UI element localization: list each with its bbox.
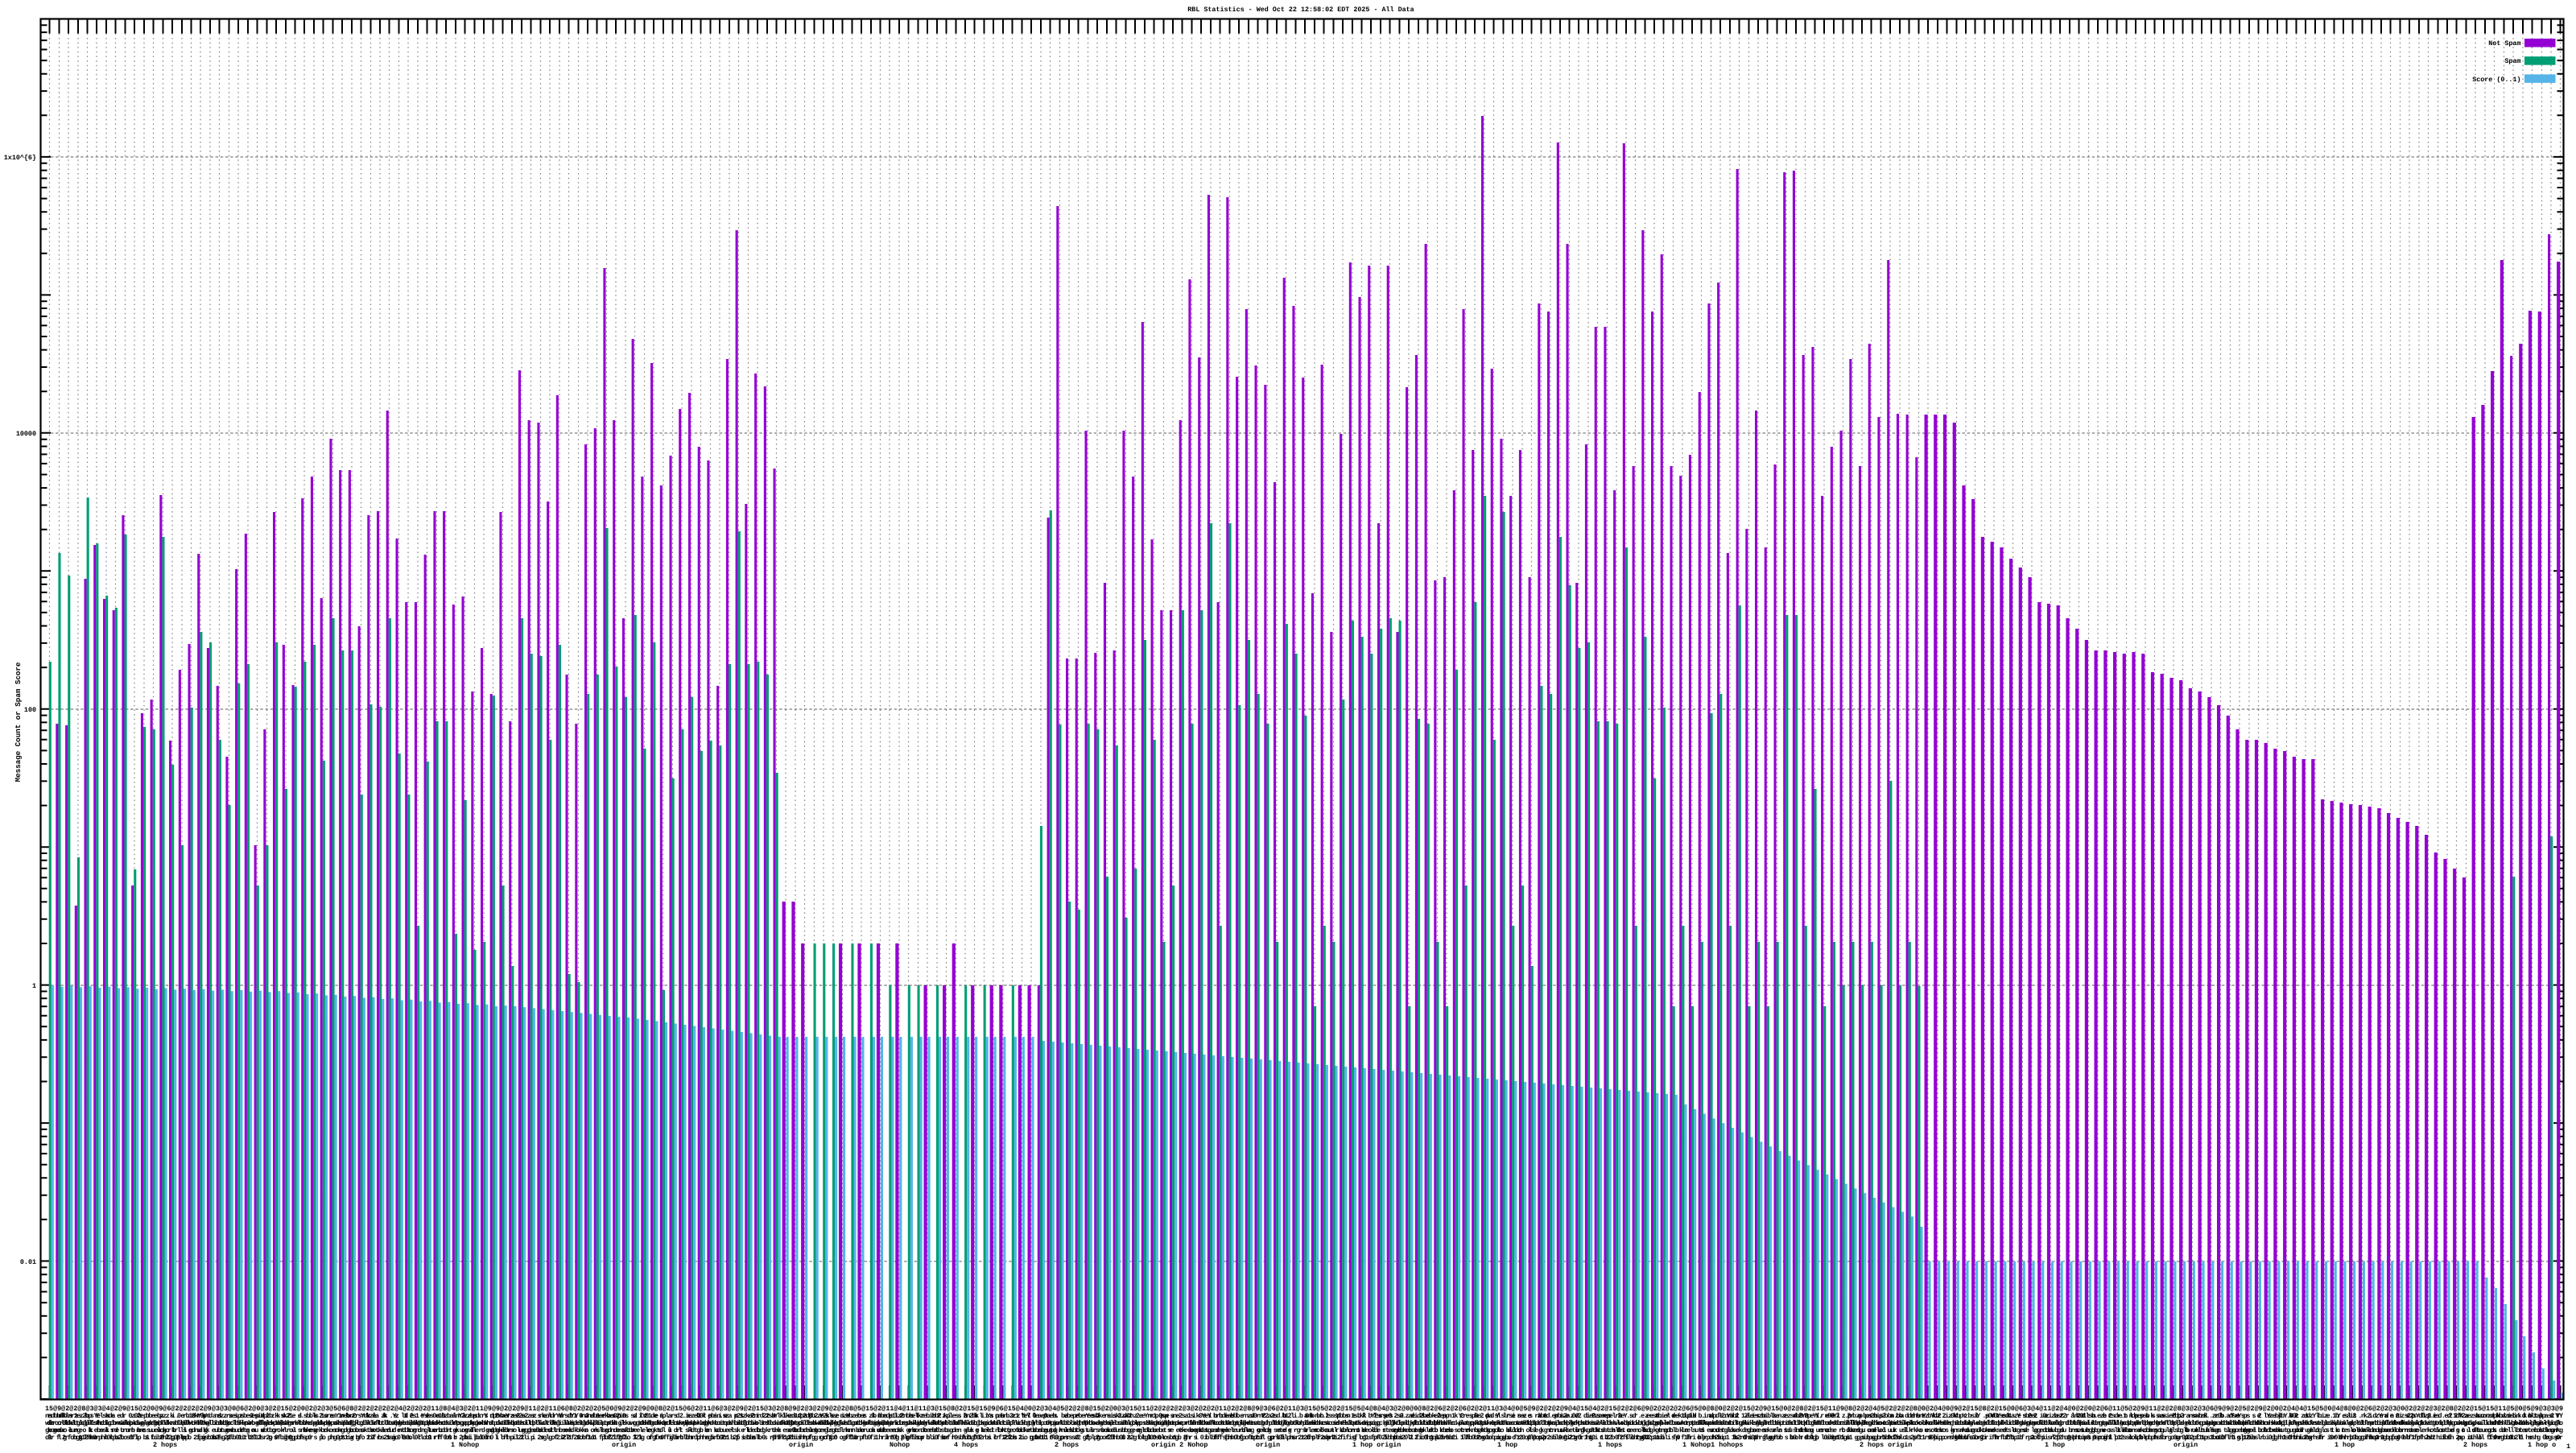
svg-text:dr cllhltlgltshciclwddhpkip dd: dr cllhltlgltshciclwddhpkip ddbphlcwtrbh… — [47, 1419, 2562, 1427]
svg-text:origin: origin — [612, 1441, 636, 1449]
svg-text:Score (0..1): Score (0..1) — [2472, 76, 2520, 84]
svg-text:100: 100 — [24, 706, 36, 714]
svg-text:geoneur lurg o k ebssk rd tru: geoneur lurg o k ebssk rd trurb bns uueu… — [45, 1426, 2563, 1434]
svg-text:1: 1 — [2566, 1443, 2570, 1449]
svg-text:2 hops: 2 hops — [153, 1441, 177, 1449]
svg-text:1 hop origin: 1 hop origin — [1352, 1441, 1401, 1449]
svg-text:1 Nohop1 hohops: 1 Nohop1 hohops — [1682, 1441, 1743, 1449]
svg-text:origin: origin — [1256, 1441, 1280, 1449]
svg-text:1 hop o: 1 hop o — [2528, 1441, 2556, 1449]
svg-text:2 hops: 2 hops — [1055, 1441, 1079, 1449]
svg-text:1 Nohop: 1 Nohop — [451, 1441, 479, 1449]
svg-text:2 hops origin: 2 hops origin — [1860, 1441, 1912, 1449]
svg-text:kgdoone k elseunnnes lgrb le: kgdoone k elseunnnes lgrb le dg urge reo… — [47, 1426, 2559, 1434]
svg-text:1 hop: 1 hop — [2045, 1441, 2065, 1449]
svg-text:1 hop: 1 hop — [2334, 1441, 2355, 1449]
svg-text:2 hops: 2 hops — [2463, 1441, 2487, 1449]
svg-text:0 lg b1lho rlbl ii sf 02p2: 0 lg b1lho rlbl ii sf 02p2hl fgrof 2 01b… — [47, 1434, 2559, 1442]
svg-text:Spam: Spam — [2504, 57, 2520, 65]
svg-text:RBL Statistics - Wed Oct 22 12: RBL Statistics - Wed Oct 22 12:58:02 EDT… — [1187, 6, 1414, 14]
svg-text:10000: 10000 — [16, 430, 36, 438]
svg-text:origin 2 Nohop: origin 2 Nohop — [1151, 1441, 1208, 1449]
svg-text:1: 1 — [32, 982, 36, 990]
svg-text:olr f 2rfohgg12hh0rphl0rpo2oos: olr f 2rfohgg12hh0rphl0rpo2oos0flp b1 bi… — [45, 1434, 2563, 1442]
svg-text:Not Spam: Not Spam — [2488, 39, 2520, 47]
svg-text:1 hop: 1 hop — [1497, 1441, 1517, 1449]
svg-text:Nohop: Nohop — [890, 1441, 910, 1449]
svg-text:origin: origin — [789, 1441, 813, 1449]
svg-text:e dbszzbsY sa . .bp ep k.e.2rb: e dbszzbsY sa . .bp ep k.e.2rb.aszssz 2p… — [47, 1412, 2560, 1420]
svg-text:Message Count or Spam Score: Message Count or Spam Score — [14, 662, 23, 782]
svg-text:nndbbdklnr1e.2bp Yelskde edr 0: nndbbdklnr1e.2bp Yelskde edr 0z02e bbe b… — [45, 1412, 2564, 1420]
svg-text:origin: origin — [2174, 1441, 2198, 1449]
svg-text:4 hops: 4 hops — [954, 1441, 978, 1449]
svg-text:wibrccrdtdwdcgoclpllsthddlgchr: wibrccrdtdwdcgoclpllsthddlgchrrwildpwcbw… — [45, 1419, 2563, 1427]
svg-text:0.01: 0.01 — [20, 1258, 36, 1266]
svg-text:15@9@2@2@8@3@3@4@2@9@15@2@0@9@: 15@9@2@2@8@3@3@4@2@9@15@2@0@9@6@2@2@2@2@… — [45, 1405, 2563, 1413]
svg-text:1x10^{6}: 1x10^{6} — [4, 154, 36, 162]
svg-text:1 hops: 1 hops — [1598, 1441, 1622, 1449]
